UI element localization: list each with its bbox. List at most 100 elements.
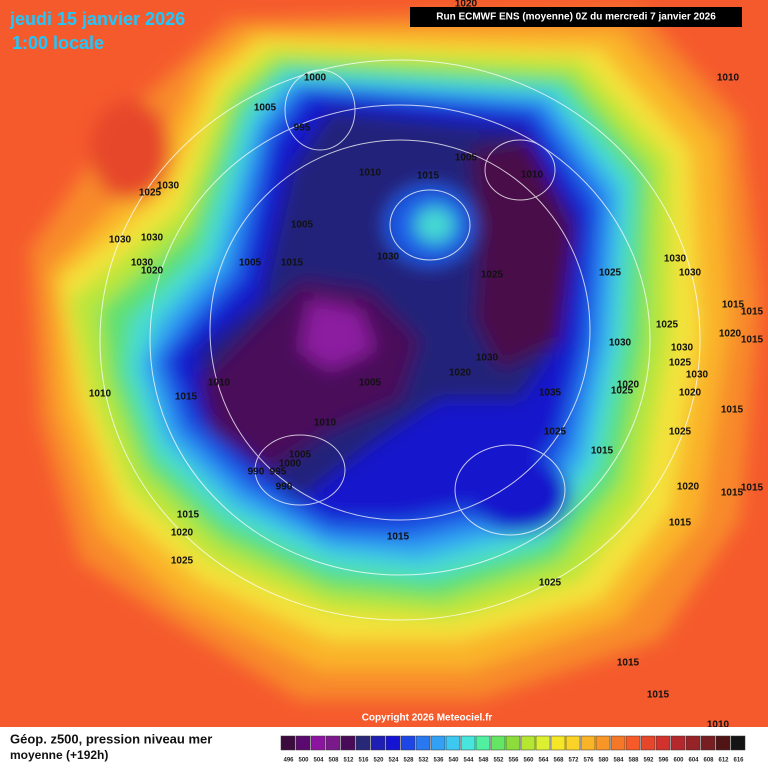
isobar-label: 1010 <box>208 378 231 389</box>
isobar-label: 1030 <box>109 235 132 246</box>
isobar-label: 990 <box>248 467 265 478</box>
isobar-label: 1015 <box>722 300 745 311</box>
legend-label: 512 <box>343 758 354 764</box>
legend-label: 552 <box>493 758 504 764</box>
legend-swatch <box>580 735 596 751</box>
isobar-label: 1030 <box>157 181 180 192</box>
isobar-label: 1025 <box>669 427 692 438</box>
legend: 496 500 504 508 512 516 520 524 528 532 536 540 544 5… <box>280 735 746 764</box>
isobar-label: 1025 <box>611 386 634 397</box>
isobar-label: 1010 <box>521 170 544 181</box>
legend-swatch <box>715 735 731 751</box>
legend-swatch <box>445 735 461 751</box>
isobar-label: 1015 <box>617 658 640 669</box>
legend-swatch <box>430 735 446 751</box>
legend-label: 516 <box>358 758 369 764</box>
isobar-label: 1005 <box>291 220 314 231</box>
isobar-label: 1030 <box>686 370 709 381</box>
isobar-label: 1015 <box>387 532 410 543</box>
isobar-label: 1030 <box>664 254 687 265</box>
isobar-label: 1025 <box>599 268 622 279</box>
legend-label: 564 <box>538 758 549 764</box>
legend-swatch <box>505 735 521 751</box>
legend-label: 592 <box>643 758 654 764</box>
isobar-label: 1030 <box>377 252 400 263</box>
isobar-label: 1020 <box>141 266 164 277</box>
isobar-label: 1010 <box>707 720 730 731</box>
isobar-label: 1015 <box>591 446 614 457</box>
isobar-label: 1020 <box>617 380 640 391</box>
legend-swatch <box>730 735 746 751</box>
isobar-label: 1015 <box>175 392 198 403</box>
isobar-label: 1025 <box>139 188 162 199</box>
isobar-label: 1020 <box>677 482 700 493</box>
legend-label: 576 <box>583 758 594 764</box>
legend-label: 536 <box>433 758 444 764</box>
isobar-label: 1030 <box>131 258 154 269</box>
legend-label: 584 <box>613 758 624 764</box>
isobar-label: 1020 <box>171 528 194 539</box>
legend-swatch <box>415 735 431 751</box>
legend-swatch <box>520 735 536 751</box>
legend-label: 508 <box>328 758 339 764</box>
legend-swatch <box>340 735 356 751</box>
legend-label: 616 <box>733 758 744 764</box>
legend-label: 608 <box>703 758 714 764</box>
legend-swatch <box>475 735 491 751</box>
legend-label: 532 <box>418 758 429 764</box>
copyright: Copyright 2026 Meteociel.fr <box>362 713 493 724</box>
isobar-label: 1025 <box>544 427 567 438</box>
isobar-label: 1035 <box>539 388 562 399</box>
legend-swatch <box>625 735 641 751</box>
isobar-label: 1020 <box>455 0 478 10</box>
legend-label: 568 <box>553 758 564 764</box>
legend-label: 600 <box>673 758 684 764</box>
isobar-label: 1015 <box>177 510 200 521</box>
caption-line1: Géop. z500, pression niveau mer <box>10 731 212 746</box>
isobar-label: 1015 <box>647 690 670 701</box>
isobar-label: 1005 <box>359 378 382 389</box>
isobar-label: 1020 <box>449 368 472 379</box>
legend-label: 560 <box>523 758 534 764</box>
isobar-label: 1015 <box>417 171 440 182</box>
isobar-label: 1005 <box>289 450 312 461</box>
legend-label: 544 <box>463 758 474 764</box>
isobar-label: 1025 <box>656 320 679 331</box>
isobars <box>99 59 701 621</box>
isobar-label: 990 <box>276 482 293 493</box>
legend-label: 500 <box>298 758 309 764</box>
legend-label: 548 <box>478 758 489 764</box>
isobar-label: 1010 <box>314 418 337 429</box>
isobar-label: 1010 <box>89 389 112 400</box>
legend-label: 528 <box>403 758 414 764</box>
isobar-label: 1025 <box>481 270 504 281</box>
isobar-label: 1015 <box>721 488 744 499</box>
isobar-label: 1005 <box>254 103 277 114</box>
isobar-label: 1030 <box>679 268 702 279</box>
legend-label: 496 <box>283 758 294 764</box>
legend-swatch <box>310 735 326 751</box>
legend-swatch <box>295 735 311 751</box>
legend-label: 540 <box>448 758 459 764</box>
isobar-label: 1015 <box>741 307 764 318</box>
legend-label: 604 <box>688 758 699 764</box>
isobar-label: 1005 <box>455 153 478 164</box>
legend-swatch <box>400 735 416 751</box>
isobar-label: 1015 <box>281 258 304 269</box>
legend-label: 580 <box>598 758 609 764</box>
legend-swatch <box>325 735 341 751</box>
isobar-label: 1015 <box>669 518 692 529</box>
run-info: Run ECMWF ENS (moyenne) 0Z du mercredi 7… <box>436 12 716 23</box>
isobar-label: 1030 <box>141 233 164 244</box>
isobar-label: 1025 <box>539 578 562 589</box>
time: 1:00 locale <box>12 33 104 53</box>
legend-swatch <box>535 735 551 751</box>
legend-swatch <box>670 735 686 751</box>
isobar-label: 1030 <box>671 343 694 354</box>
legend-label: 612 <box>718 758 729 764</box>
isobar-label: 1005 <box>239 258 262 269</box>
isobar-label: 1015 <box>721 405 744 416</box>
legend-swatch <box>355 735 371 751</box>
